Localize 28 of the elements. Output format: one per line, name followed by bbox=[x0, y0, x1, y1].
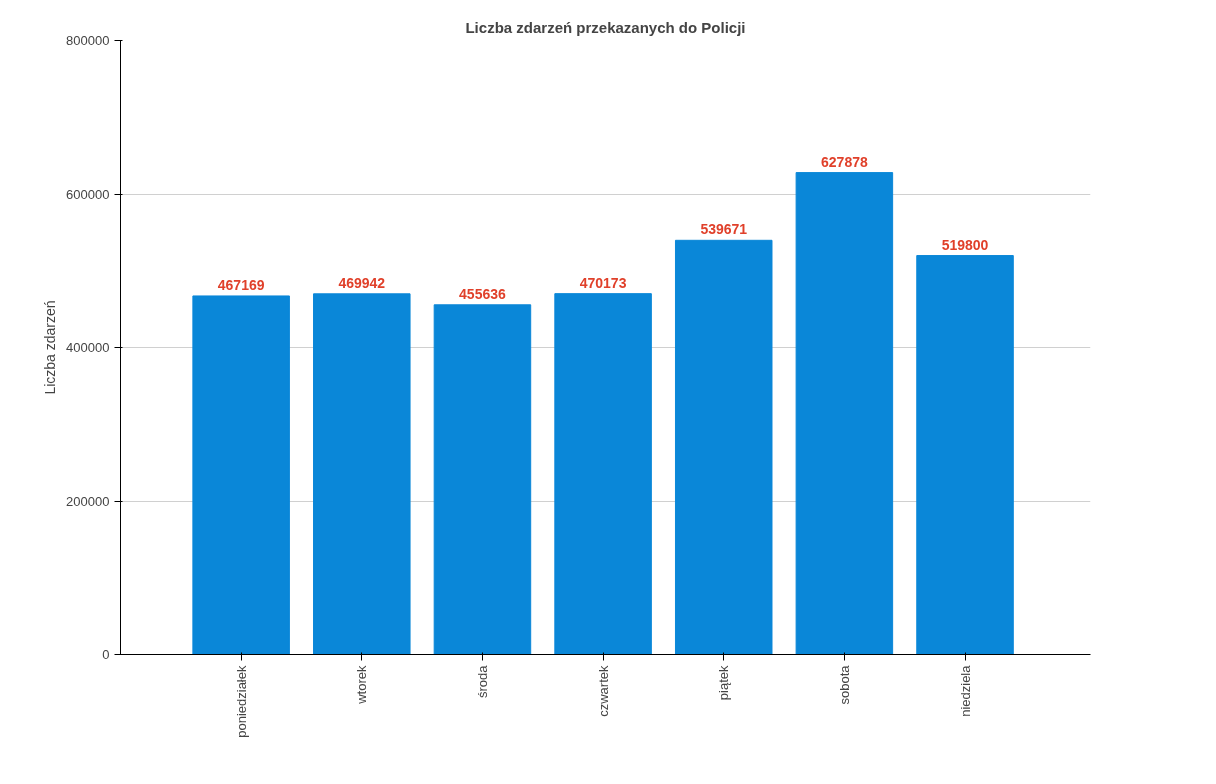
data-label: 627878 bbox=[821, 153, 868, 170]
x-tick-label: niedziela bbox=[957, 664, 973, 717]
y-tick-label: 400000 bbox=[66, 340, 110, 355]
bar bbox=[192, 295, 290, 655]
bar bbox=[313, 293, 411, 655]
data-label: 467169 bbox=[217, 276, 265, 293]
y-tick-label: 0 bbox=[102, 647, 110, 662]
bar bbox=[554, 293, 652, 655]
data-label: 469942 bbox=[338, 274, 386, 291]
data-label: 539671 bbox=[700, 221, 748, 238]
x-tick-label: wtorek bbox=[354, 665, 370, 705]
bar bbox=[433, 304, 532, 655]
bar bbox=[674, 239, 773, 655]
y-tick-label: 800000 bbox=[66, 33, 110, 48]
data-label: 519800 bbox=[941, 236, 989, 253]
x-tick-label: poniedziałek bbox=[233, 665, 249, 738]
x-tick-label: czwartek bbox=[595, 665, 611, 717]
bar bbox=[916, 255, 1014, 655]
y-tick-label: 200000 bbox=[66, 493, 110, 509]
x-tick-label: sobota bbox=[836, 664, 852, 705]
data-label: 455636 bbox=[459, 285, 507, 302]
data-label: 470173 bbox=[579, 274, 627, 291]
x-tick-label: środa bbox=[474, 664, 490, 699]
chart-title: Liczba zdarzeń przekazanych do Policji bbox=[465, 18, 746, 36]
x-tick-label: piątek bbox=[716, 665, 732, 701]
y-axis-title: Liczba zdarzeń bbox=[42, 300, 59, 395]
bar bbox=[795, 172, 894, 655]
y-tick-label: 600000 bbox=[66, 186, 110, 202]
